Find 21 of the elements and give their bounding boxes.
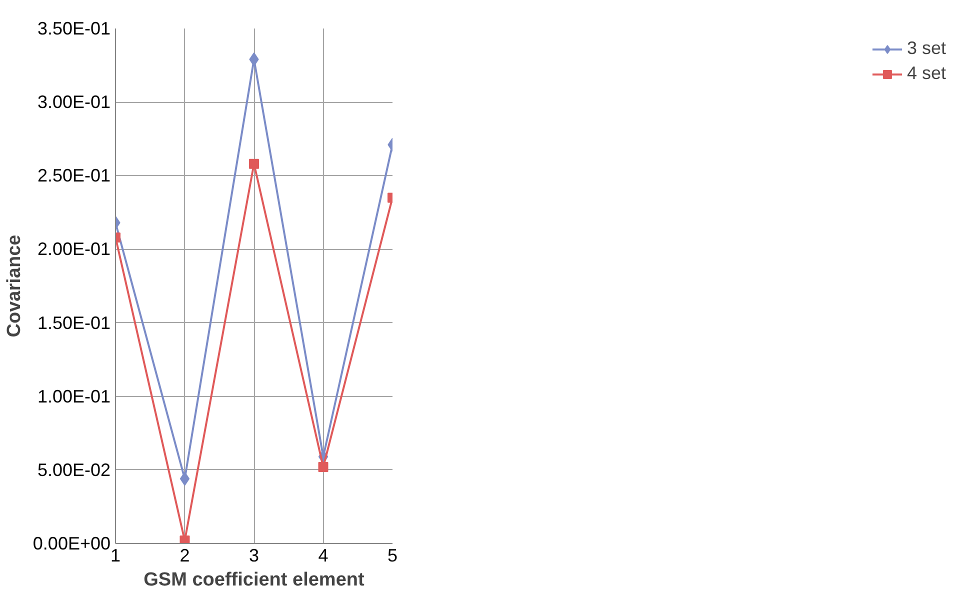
y-axis-title: Covariance [4,234,25,338]
y-tick-label: 2.00E-01 [37,239,111,260]
x-tick-label: 2 [180,546,190,566]
y-tick-label: 5.00E-02 [37,460,111,480]
y-tick-label: 1.00E-01 [37,386,111,406]
x-axis-title: GSM coefficient element [144,570,366,590]
y-tick-label: 3.00E-01 [37,92,111,112]
point [249,158,259,169]
x-tick-label: 4 [318,546,328,566]
x-tick-label: 1 [110,546,121,566]
point [180,472,190,486]
legend-label: 4 set [906,63,946,84]
legend-label: 3 set [906,38,946,59]
point [180,536,190,544]
point [318,462,328,472]
x-tick-label: 5 [387,546,398,566]
y-tick-label: 0.00E+00 [32,534,111,554]
y-tick-label: 2.50E-01 [37,166,111,186]
y-tick-label: 3.50E-01 [37,18,111,38]
y-tick-label: 1.50E-01 [37,312,111,333]
x-tick-label: 3 [248,546,260,566]
